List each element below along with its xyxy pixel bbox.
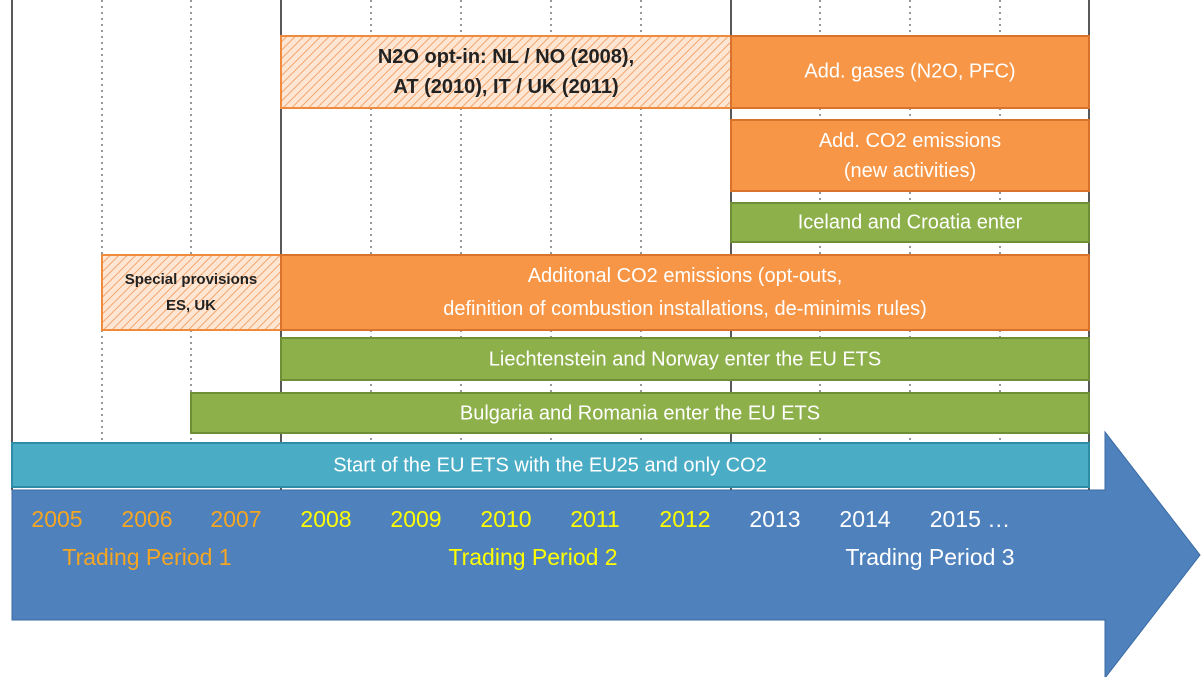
bar-label: Start of the EU ETS with the EU25 and on…: [333, 454, 767, 476]
label-line: Add. CO2 emissions: [819, 130, 1001, 152]
period: Trading Period 1: [62, 544, 231, 570]
bar-label: Iceland and Croatia enter: [798, 211, 1023, 233]
bar: [280, 337, 1090, 381]
label-line: ES, UK: [166, 297, 216, 314]
year: 2005: [31, 506, 82, 532]
year: 2010: [480, 506, 531, 532]
period: Trading Period 3: [845, 544, 1014, 570]
bar-label: Bulgaria and Romania enter the EU ETS: [460, 402, 820, 424]
bar: [730, 119, 1090, 192]
periods: Trading Period 1 Trading Period 2 Tradin…: [62, 544, 1014, 570]
bar: [280, 254, 1090, 331]
label-line: N2O opt-in: NL / NO (2008),: [378, 46, 634, 68]
year: 2012: [659, 506, 710, 532]
year: 2011: [570, 506, 619, 532]
year: 2007: [210, 506, 261, 532]
year: 2015 …: [930, 506, 1011, 532]
bar: [280, 35, 732, 109]
bar: [730, 202, 1090, 243]
label-line: Special provisions: [125, 271, 258, 288]
year: 2014: [839, 506, 890, 532]
bar: [101, 254, 282, 331]
year: 2008: [300, 506, 351, 532]
year: 2006: [121, 506, 172, 532]
label-line: definition of combustion installations, …: [443, 298, 927, 320]
year: 2009: [390, 506, 441, 532]
bar: [730, 35, 1090, 109]
bar: [190, 392, 1090, 434]
bar-label: Additonal CO2 emissions (opt-outs, defini…: [443, 265, 927, 320]
label-line: AT (2010), IT / UK (2011): [393, 76, 618, 98]
bar: [11, 442, 1090, 488]
label-line: (new activities): [844, 160, 976, 182]
years: 2005 2006 2007 2008 2009 2010 2011 2012 …: [31, 506, 1010, 532]
bar-label: Add. CO2 emissions (new activities): [819, 130, 1001, 182]
bar-label: Liechtenstein and Norway enter the EU ET…: [489, 348, 881, 370]
timeline-arrow: [11, 430, 1201, 680]
bar-label: Add. gases (N2O, PFC): [804, 60, 1015, 82]
period: Trading Period 2: [448, 544, 617, 570]
label-line: Additonal CO2 emissions (opt-outs,: [528, 265, 843, 287]
year: 2013: [749, 506, 800, 532]
bar-label: N2O opt-in: NL / NO (2008), AT (2010), IT…: [378, 46, 634, 98]
bar-label: Special provisions ES, UK: [125, 271, 258, 314]
